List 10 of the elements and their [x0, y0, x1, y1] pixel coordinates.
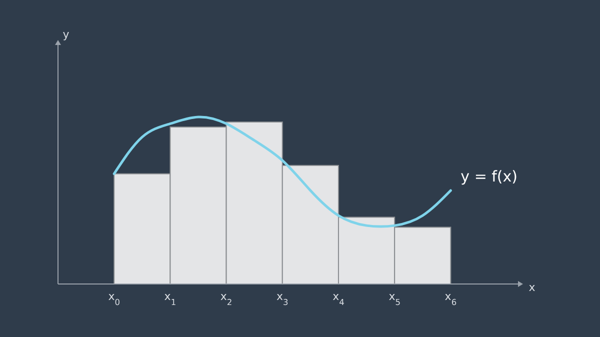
annotation: y = f(x): [460, 167, 518, 186]
x-tick-label: x$_{6}$: [444, 290, 457, 307]
x-tick-label: x$_{4}$: [332, 290, 344, 307]
x-tick-label: x$_{0}$: [108, 290, 120, 307]
x-axis-title: x: [528, 281, 536, 294]
x-tick-label: x$_{2}$: [220, 290, 232, 307]
x-tick-label: x$_{5}$: [388, 290, 400, 307]
text: y: [62, 28, 70, 41]
x-tick-label: x$_{1}$: [164, 290, 176, 307]
x-tick-label: x$_{3}$: [276, 290, 288, 307]
